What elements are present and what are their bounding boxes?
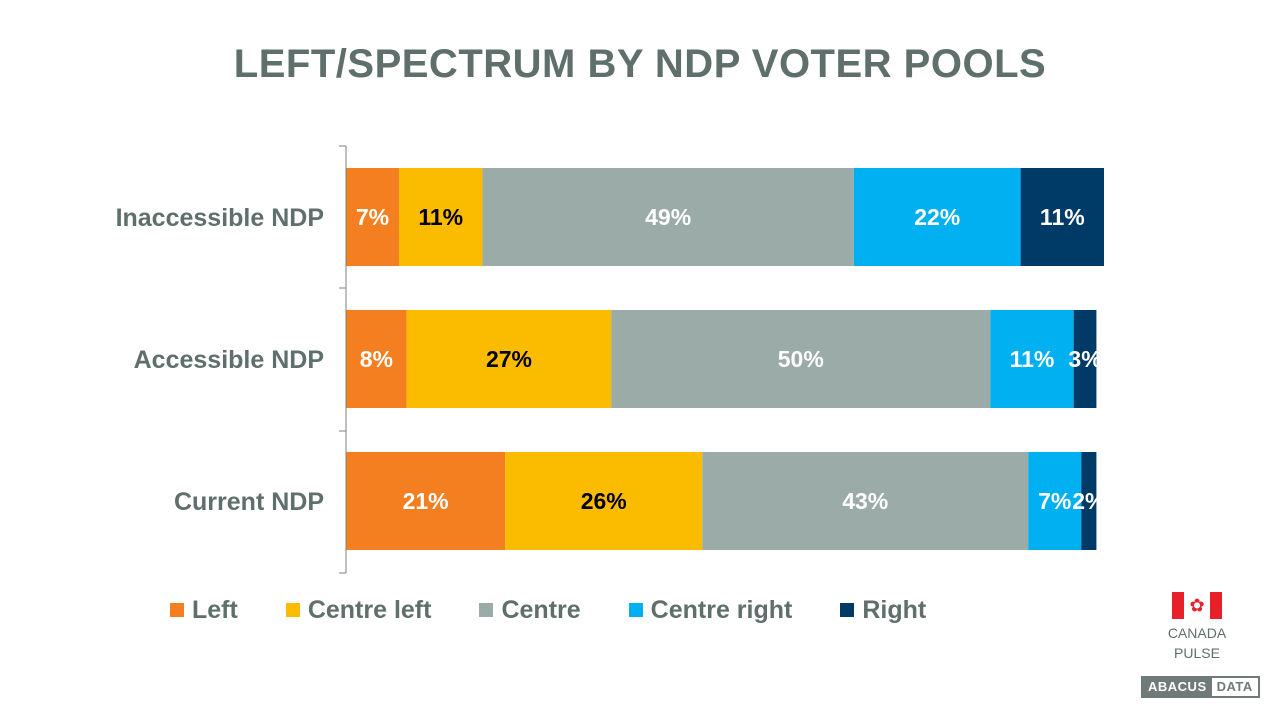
abacus-data-logo: ABACUS DATA [1141, 676, 1260, 698]
logo-abacus: ABACUS [1143, 678, 1212, 696]
legend-item-centre: Centre [479, 595, 581, 625]
bar-right-1 [1073, 310, 1097, 408]
canada-pulse-badge: ✿ CANADA PULSE [1150, 592, 1244, 663]
bar-centre-left-0 [399, 168, 483, 266]
badge-line-pulse: PULSE [1174, 645, 1220, 661]
data-label-centre-right-0: 22% [914, 204, 960, 230]
data-label-centre-left-1: 27% [486, 346, 532, 372]
bar-centre-right-2 [1028, 452, 1082, 550]
data-label-left-1: 8% [360, 346, 393, 372]
bar-right-0 [1020, 168, 1104, 266]
legend-item-right: Right [840, 596, 926, 625]
bar-centre-left-1 [406, 310, 612, 408]
legend-label: Left [192, 595, 238, 624]
legend-item-centre-left: Centre left [285, 595, 432, 625]
bar-centre-1 [611, 310, 991, 408]
canada-flag-icon: ✿ [1172, 592, 1222, 619]
data-label-centre-right-1: 11% [1010, 346, 1055, 372]
data-label-right-2: 2% [1072, 488, 1105, 514]
axis-layer: Inaccessible NDP Accessible NDP Current ND… [116, 145, 347, 574]
bar-left-1 [346, 310, 407, 408]
bar-left-0 [346, 168, 400, 266]
legend-item-left: Left [170, 596, 238, 625]
data-label-centre-left-2: 26% [581, 488, 627, 514]
data-label-left-0: 7% [356, 204, 389, 230]
legend-swatch [285, 603, 300, 617]
bar-left-2 [346, 452, 506, 550]
legend-swatch [840, 603, 855, 617]
data-label-left-2: 21% [403, 488, 449, 514]
category-label-2: Current NDP [174, 488, 324, 516]
legend-swatch [170, 603, 184, 617]
legend-label: Centre [501, 595, 581, 624]
badge-line-canada: CANADA [1167, 625, 1227, 641]
legend-label: Centre right [650, 595, 793, 624]
category-label-0: Inaccessible NDP [116, 204, 324, 232]
legend-label: Centre left [307, 595, 432, 624]
data-label-centre-left-0: 11% [418, 204, 463, 230]
legend-label: Right [862, 595, 927, 624]
data-label-centre-right-2: 7% [1038, 488, 1071, 514]
bar-centre-right-0 [853, 168, 1021, 266]
bar-right-2 [1081, 452, 1097, 550]
category-label-1: Accessible NDP [134, 346, 324, 374]
data-label-right-1: 3% [1068, 346, 1101, 372]
data-label-right-0: 11% [1040, 204, 1085, 230]
data-label-centre-1: 50% [778, 346, 824, 372]
logo-data: DATA [1211, 678, 1258, 696]
chart-title: LEFT/SPECTRUM BY NDP VOTER POOLS [233, 42, 1047, 86]
bar-centre-2 [702, 452, 1029, 550]
data-label-centre-2: 43% [842, 488, 888, 514]
data-label-centre-0: 49% [645, 204, 691, 230]
bar-centre-right-1 [990, 310, 1074, 408]
legend-swatch [628, 603, 643, 617]
bar-centre-left-2 [505, 452, 703, 550]
legend-swatch [479, 603, 494, 617]
bar-centre-0 [482, 168, 854, 266]
bars-layer: 7% 11% 49% 22% 11%8% 27% 50% 11% 3%21% 26% 43% 7% 2% [346, 168, 1105, 550]
chart-legend: Left Centre left Centre Centre right Right [170, 590, 974, 630]
legend-item-centre-right: Centre right [628, 595, 793, 625]
